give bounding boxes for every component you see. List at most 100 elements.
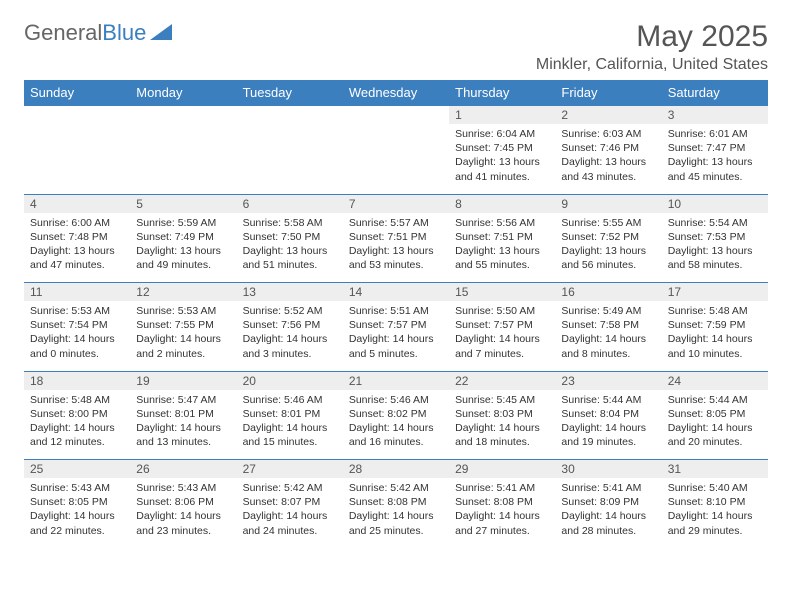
day-number-cell: 18 <box>24 371 130 390</box>
day-number-cell: 5 <box>130 194 236 213</box>
sunset-line: Sunset: 7:46 PM <box>561 141 655 155</box>
weekday-header: Saturday <box>662 80 768 106</box>
header: GeneralBlue May 2025 Minkler, California… <box>24 20 768 74</box>
day-content-cell: Sunrise: 5:44 AMSunset: 8:05 PMDaylight:… <box>662 390 768 460</box>
daylight-line: Daylight: 14 hours and 24 minutes. <box>243 509 337 537</box>
day-number-cell: 8 <box>449 194 555 213</box>
day-content-row: Sunrise: 5:53 AMSunset: 7:54 PM Daylight:… <box>24 301 768 371</box>
sunset-line: Sunset: 8:09 PM <box>561 495 655 509</box>
daylight-line: Daylight: 14 hours and 28 minutes. <box>561 509 655 537</box>
sunrise-line: Sunrise: 5:43 AM <box>136 481 230 495</box>
day-content-cell <box>130 124 236 194</box>
day-content-cell <box>24 124 130 194</box>
sunset-line: Sunset: 7:51 PM <box>455 230 549 244</box>
day-number-cell: 13 <box>237 283 343 302</box>
day-content-cell: Sunrise: 5:40 AMSunset: 8:10 PMDaylight:… <box>662 478 768 548</box>
daylight-line: Daylight: 13 hours and 45 minutes. <box>668 155 762 183</box>
day-content-cell <box>343 124 449 194</box>
day-number-cell: 12 <box>130 283 236 302</box>
sunset-line: Sunset: 8:08 PM <box>455 495 549 509</box>
daylight-line: Daylight: 14 hours and 7 minutes. <box>455 332 549 360</box>
day-number-cell: 9 <box>555 194 661 213</box>
day-number-cell: 10 <box>662 194 768 213</box>
sunrise-line: Sunrise: 6:03 AM <box>561 127 655 141</box>
day-content-cell: Sunrise: 5:47 AMSunset: 8:01 PMDaylight:… <box>130 390 236 460</box>
daylight-line: Daylight: 13 hours and 53 minutes. <box>349 244 443 272</box>
weekday-header-row: SundayMondayTuesdayWednesdayThursdayFrid… <box>24 80 768 106</box>
sunrise-line: Sunrise: 5:41 AM <box>561 481 655 495</box>
day-number-cell: 20 <box>237 371 343 390</box>
daylight-line: Daylight: 14 hours and 25 minutes. <box>349 509 443 537</box>
sunrise-line: Sunrise: 5:55 AM <box>561 216 655 230</box>
calendar-table: SundayMondayTuesdayWednesdayThursdayFrid… <box>24 80 768 548</box>
weekday-header: Monday <box>130 80 236 106</box>
sunset-line: Sunset: 8:05 PM <box>30 495 124 509</box>
day-content-cell: Sunrise: 5:57 AMSunset: 7:51 PMDaylight:… <box>343 213 449 283</box>
day-number-cell <box>24 106 130 125</box>
sunrise-line: Sunrise: 5:42 AM <box>349 481 443 495</box>
sunrise-line: Sunrise: 5:46 AM <box>243 393 337 407</box>
daylight-line: Daylight: 14 hours and 12 minutes. <box>30 421 124 449</box>
sunset-line: Sunset: 8:02 PM <box>349 407 443 421</box>
sunrise-line: Sunrise: 5:58 AM <box>243 216 337 230</box>
day-number-row: 18192021222324 <box>24 371 768 390</box>
sunset-line: Sunset: 8:05 PM <box>668 407 762 421</box>
day-content-cell: Sunrise: 5:58 AMSunset: 7:50 PMDaylight:… <box>237 213 343 283</box>
sunset-line: Sunset: 7:57 PM <box>349 318 443 332</box>
day-number-cell: 17 <box>662 283 768 302</box>
title-block: May 2025 Minkler, California, United Sta… <box>536 20 768 74</box>
triangle-icon <box>150 20 172 46</box>
day-number-cell: 4 <box>24 194 130 213</box>
daylight-line: Daylight: 14 hours and 8 minutes. <box>561 332 655 360</box>
sunset-line: Sunset: 7:58 PM <box>561 318 655 332</box>
sunset-line: Sunset: 8:03 PM <box>455 407 549 421</box>
day-number-cell: 23 <box>555 371 661 390</box>
day-content-cell: Sunrise: 5:55 AMSunset: 7:52 PMDaylight:… <box>555 213 661 283</box>
sunset-line: Sunset: 8:01 PM <box>136 407 230 421</box>
sunrise-line: Sunrise: 5:53 AM <box>30 304 124 318</box>
day-number-cell: 26 <box>130 460 236 479</box>
sunrise-line: Sunrise: 5:43 AM <box>30 481 124 495</box>
sunrise-line: Sunrise: 5:44 AM <box>561 393 655 407</box>
weekday-header: Tuesday <box>237 80 343 106</box>
month-title: May 2025 <box>536 20 768 54</box>
sunset-line: Sunset: 7:55 PM <box>136 318 230 332</box>
daylight-line: Daylight: 13 hours and 43 minutes. <box>561 155 655 183</box>
day-number-cell <box>237 106 343 125</box>
sunset-line: Sunset: 7:50 PM <box>243 230 337 244</box>
day-content-cell: Sunrise: 5:53 AMSunset: 7:54 PMDaylight:… <box>24 301 130 371</box>
sunrise-line: Sunrise: 5:42 AM <box>243 481 337 495</box>
sunset-line: Sunset: 7:56 PM <box>243 318 337 332</box>
logo: GeneralBlue <box>24 20 172 46</box>
day-content-cell: Sunrise: 5:54 AMSunset: 7:53 PMDaylight:… <box>662 213 768 283</box>
day-content-cell: Sunrise: 6:00 AMSunset: 7:48 PMDaylight:… <box>24 213 130 283</box>
day-number-cell: 28 <box>343 460 449 479</box>
day-number-row: 25262728293031 <box>24 460 768 479</box>
weekday-header: Thursday <box>449 80 555 106</box>
day-content-cell: Sunrise: 5:56 AMSunset: 7:51 PMDaylight:… <box>449 213 555 283</box>
day-content-cell: Sunrise: 5:46 AMSunset: 8:01 PMDaylight:… <box>237 390 343 460</box>
sunrise-line: Sunrise: 6:04 AM <box>455 127 549 141</box>
daylight-line: Daylight: 14 hours and 19 minutes. <box>561 421 655 449</box>
daylight-line: Daylight: 13 hours and 47 minutes. <box>30 244 124 272</box>
sunrise-line: Sunrise: 5:40 AM <box>668 481 762 495</box>
day-number-cell: 2 <box>555 106 661 125</box>
day-number-cell: 1 <box>449 106 555 125</box>
day-content-cell: Sunrise: 5:59 AMSunset: 7:49 PMDaylight:… <box>130 213 236 283</box>
day-number-cell <box>130 106 236 125</box>
sunset-line: Sunset: 7:54 PM <box>30 318 124 332</box>
day-content-cell: Sunrise: 6:04 AMSunset: 7:45 PMDaylight:… <box>449 124 555 194</box>
day-content-cell: Sunrise: 5:45 AMSunset: 8:03 PMDaylight:… <box>449 390 555 460</box>
day-content-cell: Sunrise: 5:48 AMSunset: 7:59 PMDaylight:… <box>662 301 768 371</box>
sunrise-line: Sunrise: 5:47 AM <box>136 393 230 407</box>
sunrise-line: Sunrise: 5:54 AM <box>668 216 762 230</box>
sunset-line: Sunset: 7:45 PM <box>455 141 549 155</box>
sunrise-line: Sunrise: 5:51 AM <box>349 304 443 318</box>
logo-text-general: General <box>24 20 102 46</box>
day-number-cell: 22 <box>449 371 555 390</box>
sunrise-line: Sunrise: 5:52 AM <box>243 304 337 318</box>
day-content-row: Sunrise: 6:04 AMSunset: 7:45 PM Daylight:… <box>24 124 768 194</box>
day-number-cell: 7 <box>343 194 449 213</box>
daylight-line: Daylight: 14 hours and 5 minutes. <box>349 332 443 360</box>
day-content-cell: Sunrise: 5:53 AMSunset: 7:55 PMDaylight:… <box>130 301 236 371</box>
